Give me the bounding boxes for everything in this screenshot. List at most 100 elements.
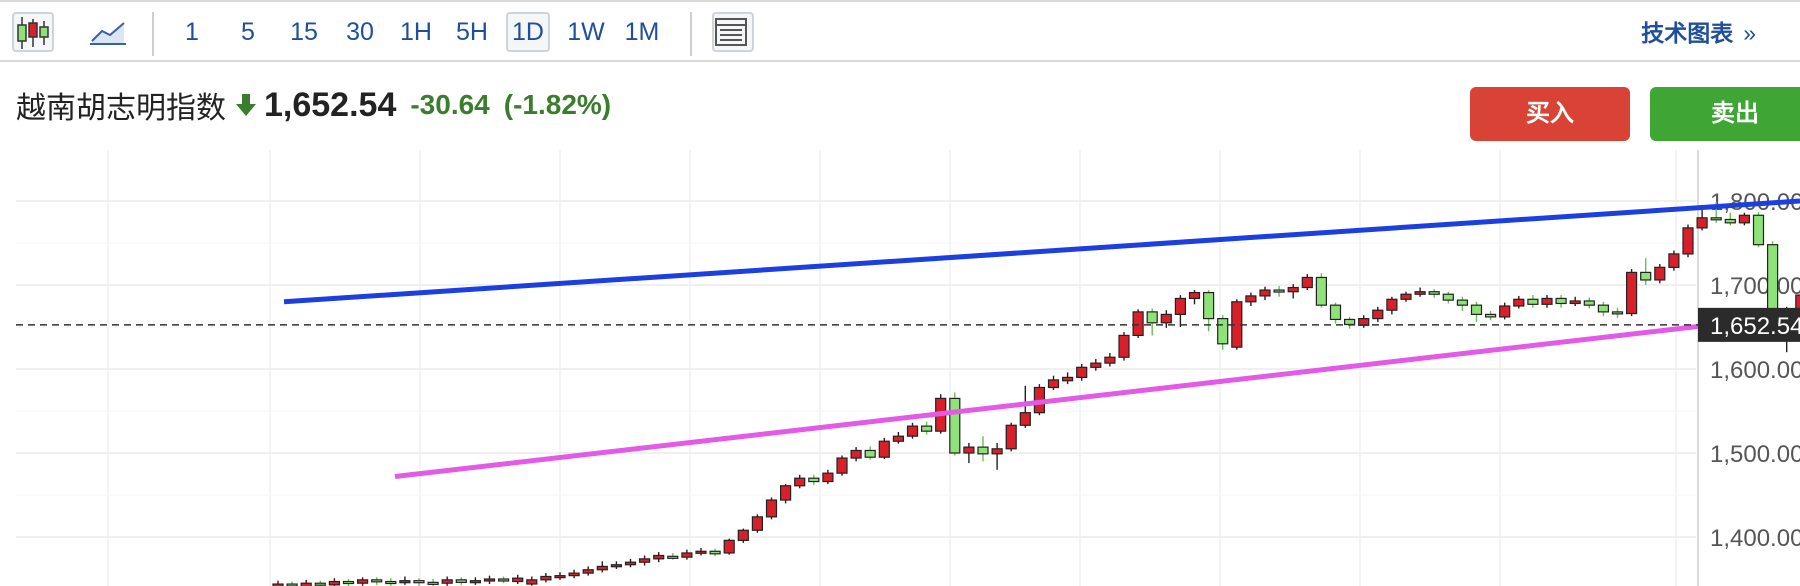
- candle-body: [357, 579, 369, 584]
- candle-body: [526, 579, 538, 585]
- lower-trendline: [394, 313, 1789, 480]
- candle-body: [624, 561, 637, 566]
- candle-body: [723, 539, 735, 554]
- price-axis-tick: 1,700.00: [1710, 273, 1800, 300]
- last-price-tag: [1698, 307, 1800, 342]
- candle-body: [1146, 311, 1158, 324]
- candle-body: [385, 580, 397, 585]
- candle-body: [794, 477, 806, 487]
- candle-body: [1414, 291, 1426, 295]
- candle-body: [681, 552, 693, 558]
- price-axis-tick: 1,400.00: [1710, 525, 1800, 552]
- candle-body: [1287, 286, 1299, 293]
- candle-body: [1470, 304, 1483, 316]
- sell-button[interactable]: 卖出: [1650, 87, 1800, 141]
- candle-body: [1625, 271, 1638, 315]
- candle-body: [1005, 424, 1017, 450]
- price-change: -30.64: [410, 89, 490, 120]
- candle-body: [737, 529, 749, 541]
- line-chart-icon[interactable]: [88, 12, 134, 52]
- candle-body: [1118, 334, 1130, 358]
- candle-body: [1329, 304, 1342, 321]
- candle-body: [554, 575, 566, 579]
- candle-body: [709, 550, 721, 555]
- candle-body: [1047, 379, 1060, 389]
- interval-30m[interactable]: 30: [346, 18, 374, 46]
- buy-button[interactable]: 买入: [1470, 87, 1630, 141]
- candle-body: [906, 425, 919, 437]
- candlestick-icon[interactable]: [12, 12, 54, 52]
- candle-body: [1273, 289, 1285, 293]
- interval-5h[interactable]: 5H: [456, 18, 488, 46]
- interval-1d[interactable]: 1D: [506, 12, 550, 52]
- candlestick-chart[interactable]: 1,800.001,700.001,600.001,500.001,400.00…: [0, 150, 1800, 586]
- candle-body: [512, 577, 524, 583]
- candle-body: [864, 449, 876, 458]
- candle-body: [399, 580, 411, 584]
- interval-1h[interactable]: 1H: [400, 18, 432, 46]
- candle-body: [1076, 366, 1088, 379]
- candle-body: [469, 580, 481, 584]
- candle-body: [1428, 291, 1440, 295]
- candle-body: [1499, 305, 1511, 318]
- candle-body: [413, 580, 425, 584]
- candle-body: [1315, 276, 1328, 306]
- upper-trendline: [283, 198, 1800, 305]
- last-price-label: 1,652.54: [1710, 313, 1800, 340]
- candle-body: [653, 554, 665, 560]
- candle-body: [878, 440, 890, 458]
- toolbar-divider: [690, 12, 692, 56]
- candle-body: [920, 425, 933, 432]
- last-price: 1,652.54: [264, 85, 397, 124]
- candle-body: [1301, 276, 1313, 289]
- technical-chart-label: 技术图表: [1641, 20, 1734, 46]
- candle-body: [667, 555, 679, 559]
- interval-1mo[interactable]: 1M: [624, 18, 660, 46]
- candle-body: [441, 579, 453, 584]
- candle-body: [1372, 309, 1384, 320]
- candle-body: [1513, 298, 1525, 307]
- layout-icon[interactable]: [712, 12, 754, 52]
- candle-body: [1343, 318, 1356, 326]
- price-axis-tick: 1,500.00: [1710, 441, 1800, 468]
- interval-1w[interactable]: 1W: [567, 18, 605, 46]
- candle-body: [1202, 291, 1215, 320]
- instrument-name: 越南胡志明指数: [16, 92, 226, 125]
- candle-body: [328, 580, 340, 586]
- toolbar-divider: [152, 12, 154, 56]
- candle-body: [850, 449, 862, 459]
- candle-body: [1019, 412, 1031, 426]
- interval-5m[interactable]: 5: [241, 18, 255, 46]
- candle-body: [342, 580, 355, 585]
- candle-body: [1442, 293, 1454, 301]
- candle-body: [991, 448, 1003, 455]
- candle-body: [779, 485, 792, 501]
- chart-toolbar: 1 5 15 30 1H 5H 1D 1W 1M 技术图表 »: [0, 0, 1800, 62]
- candle-body: [568, 572, 580, 577]
- candle-body: [483, 578, 496, 582]
- interval-1m[interactable]: 1: [185, 18, 199, 46]
- candle-body: [1174, 297, 1187, 316]
- candle-body: [1752, 214, 1765, 246]
- candle-body: [751, 516, 764, 531]
- candle-body: [1541, 297, 1553, 305]
- candle-body: [1132, 311, 1144, 337]
- price-chart[interactable]: 1,800.001,700.001,600.001,500.001,400.00…: [0, 150, 1800, 586]
- price-axis-tick: 1,600.00: [1710, 357, 1800, 384]
- candle-body: [765, 499, 778, 518]
- candle-body: [1597, 304, 1610, 313]
- candle-body: [695, 550, 707, 554]
- interval-15m[interactable]: 15: [290, 18, 318, 46]
- candle-body: [1217, 318, 1229, 345]
- candle-body: [1611, 311, 1624, 315]
- technical-chart-link[interactable]: 技术图表 »: [1641, 14, 1756, 52]
- candle-body: [596, 565, 608, 571]
- candle-body: [1484, 313, 1497, 318]
- candle-body: [1090, 362, 1102, 368]
- candle-body: [1583, 300, 1595, 306]
- candle-body: [1104, 356, 1116, 364]
- candle-body: [371, 579, 383, 583]
- chevron-right-icon: »: [1743, 20, 1756, 46]
- candle-body: [300, 582, 312, 586]
- candle-body: [1160, 313, 1172, 324]
